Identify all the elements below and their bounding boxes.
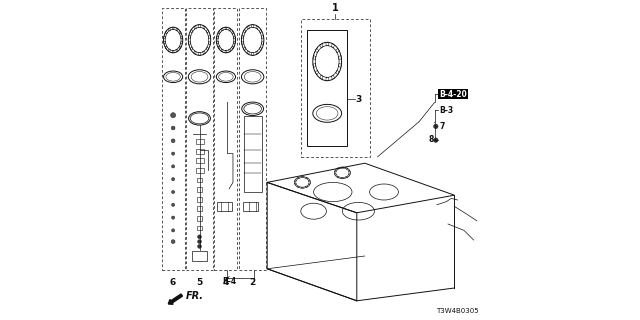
- Bar: [243, 202, 259, 211]
- Bar: [307, 30, 348, 146]
- Circle shape: [198, 240, 202, 244]
- Circle shape: [198, 244, 202, 248]
- Circle shape: [172, 216, 175, 219]
- Text: B-4: B-4: [223, 277, 237, 286]
- Circle shape: [172, 165, 175, 168]
- Bar: [196, 187, 202, 192]
- Bar: [239, 8, 266, 270]
- Bar: [301, 19, 370, 157]
- Text: 4: 4: [223, 278, 229, 287]
- Circle shape: [172, 190, 175, 194]
- Bar: [186, 8, 212, 270]
- Text: 6: 6: [170, 278, 176, 287]
- FancyArrow shape: [168, 294, 182, 304]
- Circle shape: [433, 124, 438, 129]
- Text: B-3: B-3: [439, 106, 453, 115]
- Bar: [161, 8, 184, 270]
- Text: 3: 3: [355, 95, 362, 104]
- Circle shape: [198, 235, 202, 239]
- Circle shape: [172, 178, 175, 181]
- Bar: [193, 251, 207, 261]
- Text: 1: 1: [332, 3, 339, 13]
- Circle shape: [172, 152, 175, 155]
- Bar: [196, 197, 202, 202]
- Bar: [196, 178, 202, 182]
- Circle shape: [172, 229, 175, 232]
- Bar: [196, 149, 204, 154]
- Circle shape: [433, 138, 438, 142]
- Text: 5: 5: [196, 278, 202, 287]
- Text: T3W4B0305: T3W4B0305: [436, 308, 479, 314]
- Text: FR.: FR.: [186, 291, 204, 301]
- Text: 2: 2: [250, 278, 255, 287]
- Bar: [196, 226, 202, 230]
- Bar: [196, 168, 204, 173]
- Circle shape: [170, 113, 175, 118]
- Circle shape: [172, 139, 175, 143]
- Circle shape: [172, 126, 175, 130]
- Bar: [196, 216, 202, 221]
- Bar: [196, 206, 202, 211]
- Text: 7: 7: [439, 122, 444, 131]
- Bar: [214, 8, 237, 270]
- Bar: [244, 116, 262, 192]
- Text: 8: 8: [428, 135, 434, 144]
- Circle shape: [172, 203, 175, 206]
- Bar: [217, 202, 232, 211]
- Bar: [196, 139, 204, 144]
- Bar: [196, 158, 204, 163]
- Circle shape: [172, 240, 175, 244]
- Text: B-4-20: B-4-20: [439, 90, 467, 99]
